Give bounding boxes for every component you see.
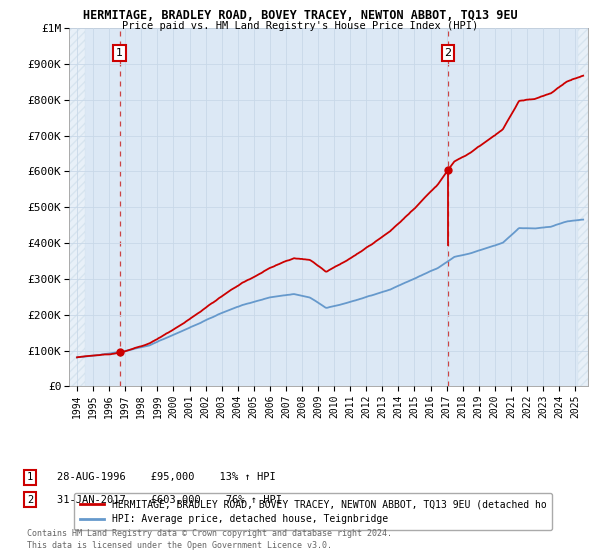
Text: Price paid vs. HM Land Registry's House Price Index (HPI): Price paid vs. HM Land Registry's House …: [122, 21, 478, 31]
Text: HERMITAGE, BRADLEY ROAD, BOVEY TRACEY, NEWTON ABBOT, TQ13 9EU: HERMITAGE, BRADLEY ROAD, BOVEY TRACEY, N…: [83, 9, 517, 22]
Text: 1: 1: [116, 48, 123, 58]
Text: 1: 1: [27, 472, 33, 482]
Text: 28-AUG-1996    £95,000    13% ↑ HPI: 28-AUG-1996 £95,000 13% ↑ HPI: [57, 472, 276, 482]
Bar: [69, 28, 85, 386]
Legend: HERMITAGE, BRADLEY ROAD, BOVEY TRACEY, NEWTON ABBOT, TQ13 9EU (detached ho, HPI:: HERMITAGE, BRADLEY ROAD, BOVEY TRACEY, N…: [74, 493, 553, 530]
Text: 31-JAN-2017    £603,000    76% ↑ HPI: 31-JAN-2017 £603,000 76% ↑ HPI: [57, 494, 282, 505]
Text: 2: 2: [445, 48, 451, 58]
Text: Contains HM Land Registry data © Crown copyright and database right 2024.
This d: Contains HM Land Registry data © Crown c…: [27, 529, 392, 550]
Text: 2: 2: [27, 494, 33, 505]
Bar: [578, 28, 588, 386]
